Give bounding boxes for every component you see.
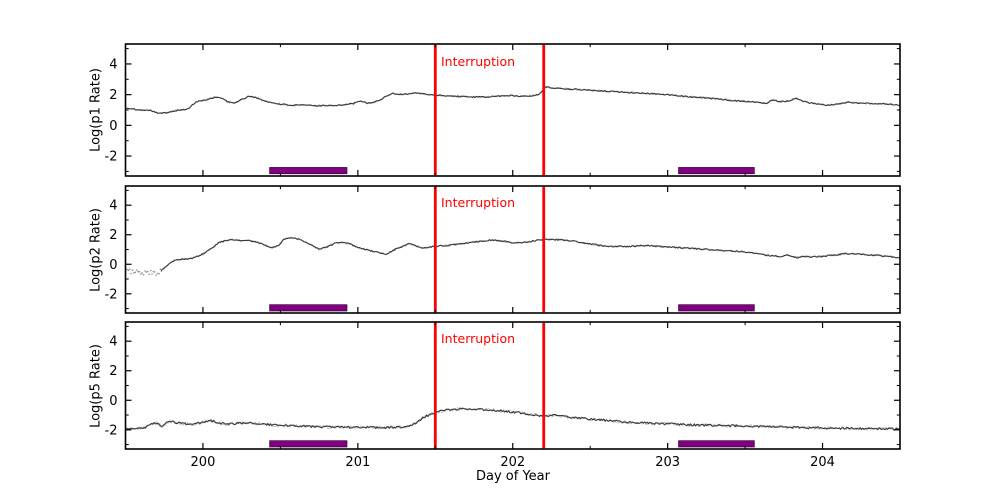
highlight-bar-1	[269, 167, 348, 175]
interruption-label-p5: Interruption	[441, 331, 516, 346]
y-tick-label: 2	[109, 364, 117, 379]
y-axis-label-p1: Log(p1 Rate)	[88, 68, 104, 152]
series-scatter	[149, 269, 152, 272]
panel-1: -2 0 2 4	[105, 43, 901, 177]
y-tick-label: 2	[109, 228, 117, 243]
x-tick-label: 200	[191, 455, 216, 470]
series-scatter	[126, 268, 128, 271]
series-scatter	[156, 272, 159, 275]
highlight-bar-2	[678, 167, 755, 175]
y-tick-label: 4	[109, 57, 117, 72]
series-line	[125, 407, 900, 431]
series-scatter	[142, 274, 145, 276]
y-tick-label: 2	[109, 88, 117, 103]
series-scatter	[145, 271, 148, 273]
y-tick-label: 0	[109, 394, 117, 409]
x-tick-label: 203	[655, 455, 680, 470]
panel-frame	[124, 43, 901, 177]
panel-frame	[124, 321, 901, 450]
y-tick-label: 4	[109, 199, 117, 214]
series-scatter	[159, 268, 162, 271]
y-tick-label: -2	[105, 423, 118, 438]
x-tick-label: 202	[500, 455, 525, 470]
series-group	[125, 86, 900, 115]
series-scatter	[144, 270, 146, 272]
highlight-bar-2	[678, 440, 755, 448]
interruption-label-p1: Interruption	[441, 54, 516, 69]
series-scatter	[141, 272, 143, 274]
y-tick-label: -2	[105, 287, 118, 302]
series-group	[125, 407, 900, 432]
y-tick-label: 0	[109, 119, 117, 134]
series-line	[160, 237, 900, 272]
series-scatter	[148, 273, 150, 276]
series-scatter	[130, 272, 132, 275]
series-scatter	[151, 273, 153, 275]
series-scatter	[128, 268, 131, 271]
x-tick-label: 201	[345, 455, 370, 470]
highlight-bar-1	[269, 304, 348, 312]
x-axis-label: Day of Year	[476, 469, 550, 484]
y-tick-label: 0	[109, 258, 117, 273]
panel-2: -2 0 2 4	[105, 185, 901, 314]
series-fuzz	[125, 86, 900, 115]
series-scatter	[140, 273, 142, 275]
series-scatter	[155, 274, 157, 276]
series-scatter	[131, 269, 134, 272]
series-scatter	[152, 270, 155, 273]
x-tick-label: 204	[810, 455, 835, 470]
interruption-label-p2: Interruption	[441, 195, 516, 210]
series-group	[125, 236, 900, 276]
panel-frame	[124, 185, 901, 314]
highlight-bar-2	[678, 304, 755, 312]
highlight-bar-1	[269, 440, 348, 448]
panel-3: -2 0 2 4	[105, 321, 901, 450]
y-axis-label-p5: Log(p5 Rate)	[88, 343, 104, 428]
series-scatter	[158, 272, 160, 275]
y-tick-label: 4	[109, 335, 117, 350]
series-scatter	[138, 271, 141, 273]
y-axis-label-p2: Log(p2 Rate)	[88, 207, 104, 292]
y-tick-label: -2	[105, 150, 118, 165]
series-scatter	[133, 272, 135, 274]
series-scatter	[135, 269, 138, 271]
series-scatter	[137, 270, 139, 273]
series-scatter	[147, 270, 149, 273]
series-line	[125, 86, 900, 114]
series-scatter	[127, 269, 130, 272]
series-scatter	[154, 271, 156, 273]
series-scatter	[134, 271, 137, 274]
